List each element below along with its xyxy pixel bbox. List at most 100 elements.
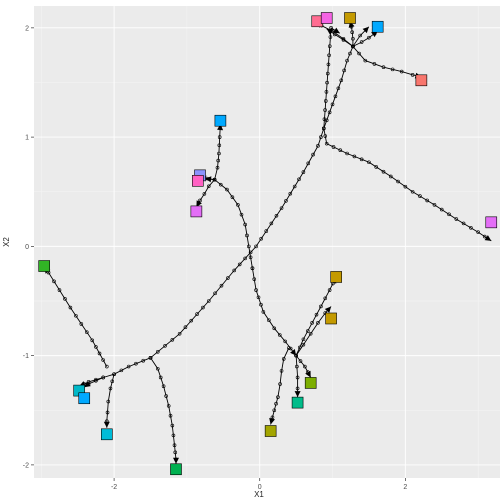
arrowhead: [290, 349, 297, 356]
y-axis-title: X2: [2, 237, 11, 247]
path-point: [476, 230, 480, 234]
path-point: [278, 382, 282, 386]
terminal-marker: [371, 20, 384, 33]
path-point: [390, 67, 395, 72]
terminal-marker: [291, 396, 304, 409]
path-point: [357, 51, 361, 56]
terminal-marker: [304, 377, 317, 389]
path-point: [52, 279, 56, 284]
arrowhead: [333, 27, 340, 34]
path-point: [172, 443, 177, 448]
path-point: [396, 179, 400, 184]
trajectory-line: [214, 123, 221, 180]
arrowhead: [371, 31, 378, 38]
path-point: [97, 351, 102, 356]
path-point: [461, 221, 466, 226]
terminal-markers: [38, 12, 498, 476]
path-point: [322, 117, 327, 122]
path-point: [305, 329, 310, 333]
path-point: [236, 203, 240, 207]
path-point: [155, 350, 160, 354]
path-point: [469, 225, 473, 230]
path-point: [295, 364, 299, 369]
path-point: [259, 302, 263, 307]
trajectory-line: [270, 347, 290, 425]
path-point: [245, 233, 249, 238]
path-point: [372, 62, 377, 66]
path-point: [323, 99, 328, 103]
path-point: [155, 366, 160, 371]
path-point: [301, 337, 306, 342]
path-point: [352, 154, 357, 159]
arrowhead: [305, 370, 311, 378]
path-point: [327, 53, 331, 58]
path-point: [94, 377, 98, 382]
path-point: [292, 184, 297, 189]
path-point: [339, 78, 344, 83]
arrowhead: [269, 417, 275, 425]
path-point: [254, 288, 258, 292]
path-point: [158, 375, 163, 380]
path-point: [345, 58, 349, 63]
path-point: [324, 90, 329, 94]
path-point: [57, 288, 62, 292]
terminal-marker: [78, 392, 91, 405]
path-point: [336, 86, 341, 91]
path-point: [333, 94, 338, 99]
path-point: [308, 331, 313, 336]
path-point: [261, 310, 266, 314]
path-point: [323, 108, 327, 112]
path-point: [350, 30, 354, 35]
terminal-marker: [325, 312, 337, 325]
path-point: [358, 33, 363, 38]
path-point: [267, 318, 271, 322]
arrowhead: [173, 457, 179, 464]
path-point: [297, 345, 302, 350]
path-point: [348, 51, 352, 56]
x-axis-title: X1: [254, 490, 264, 499]
terminal-marker: [192, 175, 204, 187]
path-point: [303, 364, 307, 369]
path-point: [256, 295, 261, 300]
path-point: [259, 236, 263, 241]
path-point: [161, 384, 166, 389]
terminal-marker: [330, 271, 342, 283]
path-point: [94, 345, 98, 349]
path-point: [325, 71, 330, 76]
terminal-marker: [190, 205, 203, 218]
path-point: [202, 192, 207, 196]
path-point: [341, 38, 346, 42]
path-point: [288, 346, 293, 351]
path-point: [246, 244, 251, 249]
path-point: [329, 26, 333, 30]
terminal-marker: [38, 260, 50, 272]
path-point: [363, 58, 368, 63]
path-point: [225, 187, 229, 192]
trajectory-line: [295, 276, 337, 356]
path-point: [351, 44, 355, 49]
path-point: [330, 102, 335, 107]
path-point: [170, 423, 175, 428]
path-point: [319, 304, 323, 309]
arrowhead: [362, 26, 369, 34]
path-point: [141, 358, 146, 363]
path-point: [84, 330, 89, 334]
path-point: [328, 35, 333, 39]
path-point: [314, 312, 319, 317]
path-point: [68, 305, 73, 310]
path-point: [399, 69, 404, 74]
path-point: [482, 234, 487, 239]
arrowhead: [484, 235, 492, 241]
path-point: [217, 143, 222, 148]
path-point: [173, 450, 178, 455]
arrowhead: [205, 176, 212, 183]
x-tick-label: 2: [403, 484, 407, 491]
path-point: [316, 144, 320, 148]
path-point: [201, 305, 205, 310]
path-point: [106, 399, 111, 404]
path-point: [219, 283, 224, 288]
path-point: [215, 165, 220, 170]
trajectory-line: [251, 268, 297, 356]
path-point: [316, 321, 320, 325]
